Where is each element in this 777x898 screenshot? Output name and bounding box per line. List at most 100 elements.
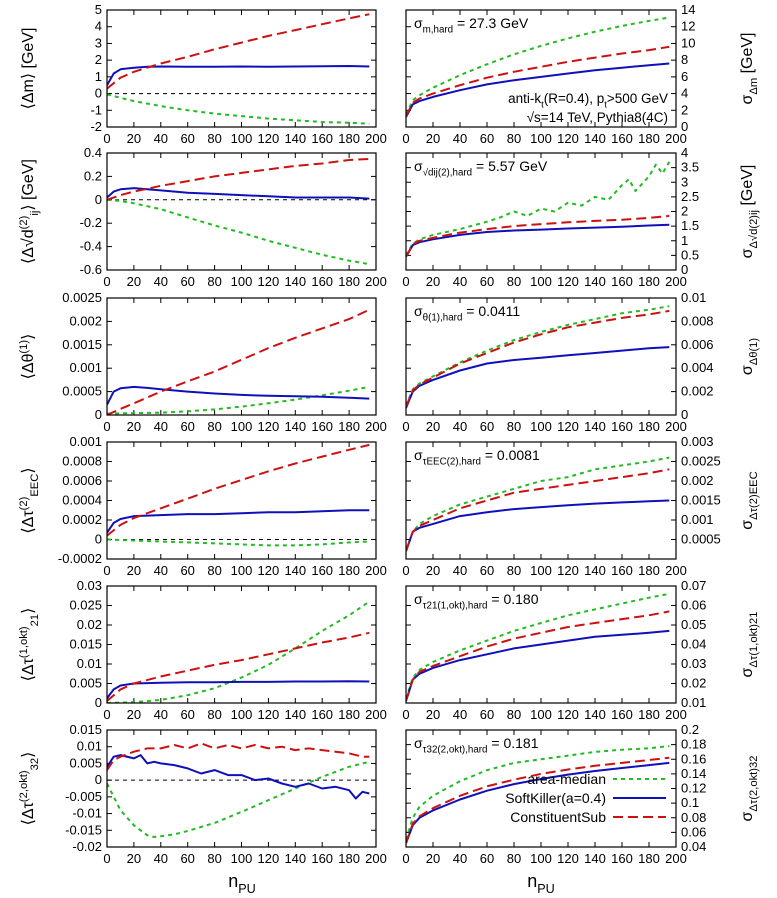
x-tick-label: 100 [530,851,552,866]
y-tick-label: 0.003 [681,434,714,449]
x-tick-label: 100 [530,131,552,146]
x-tick-label: 120 [557,131,579,146]
plot-frame [405,729,677,848]
panel-title: σm,hard = 27.3 GeV [414,15,529,35]
series-line-softkiller-a-0-4- [406,62,670,118]
y-tick-label: 2 [95,52,102,67]
x-tick-label: 200 [365,419,387,434]
x-axis-label-right: nPU [527,871,555,896]
series-line-area-median [107,538,370,547]
x-tick-label: 100 [530,563,552,578]
y-axis-label: σΔτ(1,okt)21 [739,612,760,678]
x-tick-label: 120 [258,707,280,722]
y-tick-label: 0.4 [84,145,102,160]
plot-frame [405,441,677,560]
y-tick-label: 2 [681,204,688,219]
series-group [406,305,670,409]
x-tick-label: 60 [180,274,194,289]
x-tick-label: 60 [480,131,494,146]
x-axis-label-left: nPU [228,871,256,896]
y-tick-label: 0.16 [681,751,706,766]
y-tick-label: 0.015 [69,722,102,737]
x-tick-label: 200 [665,131,687,146]
y-tick-label: 0.0005 [681,532,721,547]
y-tick-label: 1 [95,69,102,84]
x-tick-label: 180 [338,563,360,578]
series-line-constituentsub [406,468,670,552]
x-tick-label: 80 [207,274,221,289]
panel-title: στ32(2,okt),hard = 0.181 [414,735,539,755]
y-axis-label: ⟨Δθ(1)⟩ [18,334,37,380]
y-tick-label: 14 [681,2,695,17]
x-tick-label: 20 [426,131,440,146]
x-tick-label: 200 [665,707,687,722]
series-line-area-median [406,305,670,406]
x-tick-label: 120 [557,563,579,578]
x-tick-label: 0 [103,707,110,722]
series-group [107,13,370,125]
panel-sqrt-dij-shift: 0 20 40 60 80 100 120 140 160 180 200 -0.6 -0.4 -0.2 0… [18,145,387,289]
series-group [406,456,670,552]
y-axis-label: σΔτ(2)EEC [739,471,760,529]
y-tick-label: 0.02 [681,676,706,691]
y-tick-label: 0.001 [69,360,102,375]
series-line-constituentsub [406,756,670,844]
plot-frame [106,152,377,271]
x-tick-label: 80 [507,419,521,434]
y-axis-label: σΔ√d(2)ij [GeV] [739,165,760,259]
x-tick-label: 60 [480,563,494,578]
x-tick-label: 80 [207,851,221,866]
plot-frame [106,729,377,848]
series-line-softkiller-a-0-4- [107,680,370,699]
panel-annotation: anti-kt(R=0.4), pt>500 GeV [508,91,668,110]
series-line-softkiller-a-0-4- [107,187,370,200]
series-line-constituentsub [107,13,370,90]
x-tick-label: 40 [453,131,467,146]
x-tick-label: 140 [284,274,306,289]
y-tick-label: 4 [681,145,688,160]
y-tick-label: 1 [681,233,688,248]
x-tick-label: 200 [665,563,687,578]
series-line-softkiller-a-0-4- [406,629,670,702]
x-tick-label: 60 [480,274,494,289]
x-tick-label: 200 [665,419,687,434]
x-tick-label: 140 [584,563,606,578]
y-tick-label: 0.04 [681,839,706,854]
x-tick-label: 40 [453,419,467,434]
y-tick-label: 0.04 [681,637,706,652]
x-tick-label: 20 [426,274,440,289]
x-tick-label: 40 [154,274,168,289]
x-tick-label: 140 [584,274,606,289]
panel-mass-shift: 0 20 40 60 80 100 120 140 160 180 200 -2 -10 1 2 34 5 ⟨Δm… [20,2,387,146]
series-group [107,443,370,547]
x-tick-label: 120 [557,707,579,722]
x-tick-label: 200 [665,851,687,866]
y-tick-label: 6 [681,69,688,84]
x-tick-label: 20 [127,707,141,722]
y-axis-label: ⟨Δm⟩ [GeV] [20,28,37,110]
x-tick-label: 100 [231,419,253,434]
y-tick-label: 0.06 [681,598,706,613]
x-tick-label: 160 [311,707,333,722]
y-axis-label: σΔθ(1) [739,338,760,376]
x-tick-label: 100 [231,274,253,289]
x-tick-label: 140 [584,851,606,866]
y-tick-label: 0.0008 [62,454,102,469]
x-tick-label: 20 [127,274,141,289]
y-tick-label: 1.5 [681,218,699,233]
y-tick-label: 3 [95,35,102,50]
y-tick-label: 0 [95,407,102,422]
x-tick-label: 200 [665,274,687,289]
series-line-area-median [107,93,370,125]
x-tick-label: 140 [284,419,306,434]
panel-mass-resolution: 0 20 40 60 80 100 120 140 160 180 20002468101214σΔ… [402,2,760,146]
y-tick-label: -0.2 [80,215,102,230]
x-tick-label: 140 [284,707,306,722]
y-tick-label: 0.14 [681,766,706,781]
x-tick-label: 40 [453,563,467,578]
y-tick-label: 0.0004 [62,493,102,508]
plot-frame [106,585,377,704]
x-tick-label: 160 [611,274,633,289]
x-tick-label: 80 [207,563,221,578]
